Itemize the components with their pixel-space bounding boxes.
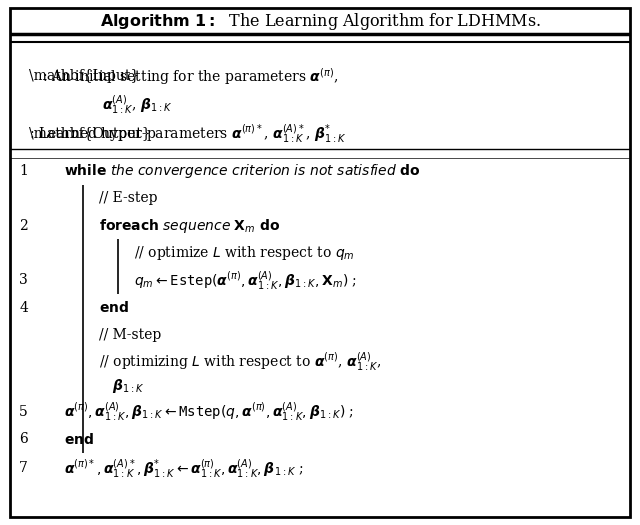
Text: $\mathbf{end}$: $\mathbf{end}$ xyxy=(99,300,129,315)
Text: $q_m \leftarrow \mathtt{Estep}(\boldsymbol{\alpha}^{(\pi)}, \boldsymbol{\alpha}^: $q_m \leftarrow \mathtt{Estep}(\boldsymb… xyxy=(134,269,358,291)
Text: // optimize $L$ with respect to $q_m$: // optimize $L$ with respect to $q_m$ xyxy=(134,244,355,262)
Text: $\mathbf{foreach}$ $\mathit{sequence}$ $\mathbf{X}_m$ $\mathbf{do}$: $\mathbf{foreach}$ $\mathit{sequence}$ $… xyxy=(99,217,280,235)
Text: : Learned hyper-parameters $\boldsymbol{\alpha}^{(\pi)*}$, $\boldsymbol{\alpha}^: : Learned hyper-parameters $\boldsymbol{… xyxy=(29,123,346,145)
Text: // E-step: // E-step xyxy=(99,192,157,205)
Text: $\mathbf{Algorithm\ 1:}$  The Learning Algorithm for LDHMMs.: $\mathbf{Algorithm\ 1:}$ The Learning Al… xyxy=(99,10,541,31)
Text: 7: 7 xyxy=(19,461,28,475)
Text: // M-step: // M-step xyxy=(99,328,161,342)
Text: 1: 1 xyxy=(19,164,28,177)
Text: 5: 5 xyxy=(19,405,28,419)
Text: \mathbf{Input}: \mathbf{Input} xyxy=(29,69,139,83)
Text: 2: 2 xyxy=(19,219,28,233)
Text: 6: 6 xyxy=(19,433,28,446)
Text: $\mathbf{end}$: $\mathbf{end}$ xyxy=(64,432,94,447)
Text: $\boldsymbol{\alpha}^{(A)}_{1:K}$, $\boldsymbol{\beta}_{1:K}$: $\boldsymbol{\alpha}^{(A)}_{1:K}$, $\bol… xyxy=(102,94,173,116)
Text: $\boldsymbol{\alpha}^{(\pi)}, \boldsymbol{\alpha}^{(A)}_{1:K}, \boldsymbol{\beta: $\boldsymbol{\alpha}^{(\pi)}, \boldsymbo… xyxy=(64,401,354,423)
Text: 4: 4 xyxy=(19,301,28,314)
Text: 3: 3 xyxy=(19,274,28,287)
Text: $\boldsymbol{\alpha}^{(\pi)*}, \boldsymbol{\alpha}^{(A)*}_{1:K}, \boldsymbol{\be: $\boldsymbol{\alpha}^{(\pi)*}, \boldsymb… xyxy=(64,457,304,479)
Text: // optimizing $L$ with respect to $\boldsymbol{\alpha}^{(\pi)}$, $\boldsymbol{\a: // optimizing $L$ with respect to $\bold… xyxy=(99,351,381,373)
Text: $\boldsymbol{\beta}_{1:K}$: $\boldsymbol{\beta}_{1:K}$ xyxy=(112,377,145,395)
Text: \mathbf{Output}: \mathbf{Output} xyxy=(29,127,150,141)
Text: : An initial setting for the parameters $\boldsymbol{\alpha}^{(\pi)}$,: : An initial setting for the parameters … xyxy=(29,66,338,87)
Text: $\mathbf{while}$ $\mathit{the\ convergence\ criterion\ is\ not\ satisfied}$ $\ma: $\mathbf{while}$ $\mathit{the\ convergen… xyxy=(64,162,420,180)
